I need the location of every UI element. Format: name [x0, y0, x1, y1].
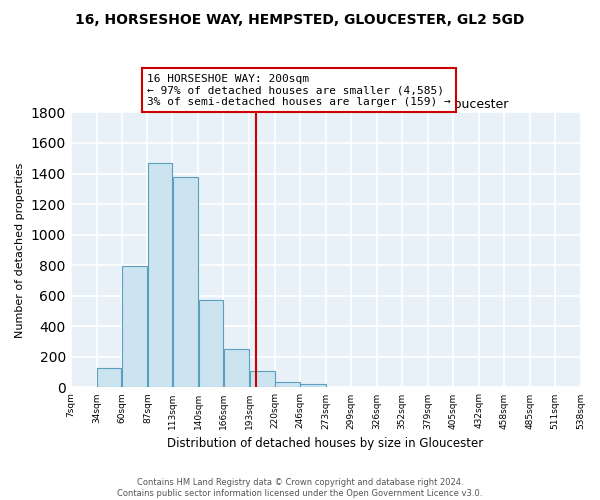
Text: 16, HORSESHOE WAY, HEMPSTED, GLOUCESTER, GL2 5GD: 16, HORSESHOE WAY, HEMPSTED, GLOUCESTER,… — [76, 12, 524, 26]
Y-axis label: Number of detached properties: Number of detached properties — [15, 162, 25, 338]
Text: Contains HM Land Registry data © Crown copyright and database right 2024.
Contai: Contains HM Land Registry data © Crown c… — [118, 478, 482, 498]
Bar — [224, 349, 249, 388]
X-axis label: Distribution of detached houses by size in Gloucester: Distribution of detached houses by size … — [167, 437, 484, 450]
Text: 16 HORSESHOE WAY: 200sqm
← 97% of detached houses are smaller (4,585)
3% of semi: 16 HORSESHOE WAY: 200sqm ← 97% of detach… — [147, 74, 451, 107]
Bar — [148, 163, 172, 388]
Title: Size of property relative to detached houses in Gloucester: Size of property relative to detached ho… — [143, 98, 508, 111]
Bar — [97, 368, 121, 388]
Bar — [301, 384, 326, 388]
Bar — [275, 382, 300, 388]
Bar — [199, 300, 223, 388]
Bar — [173, 178, 198, 388]
Bar — [122, 266, 147, 388]
Bar — [250, 370, 275, 388]
